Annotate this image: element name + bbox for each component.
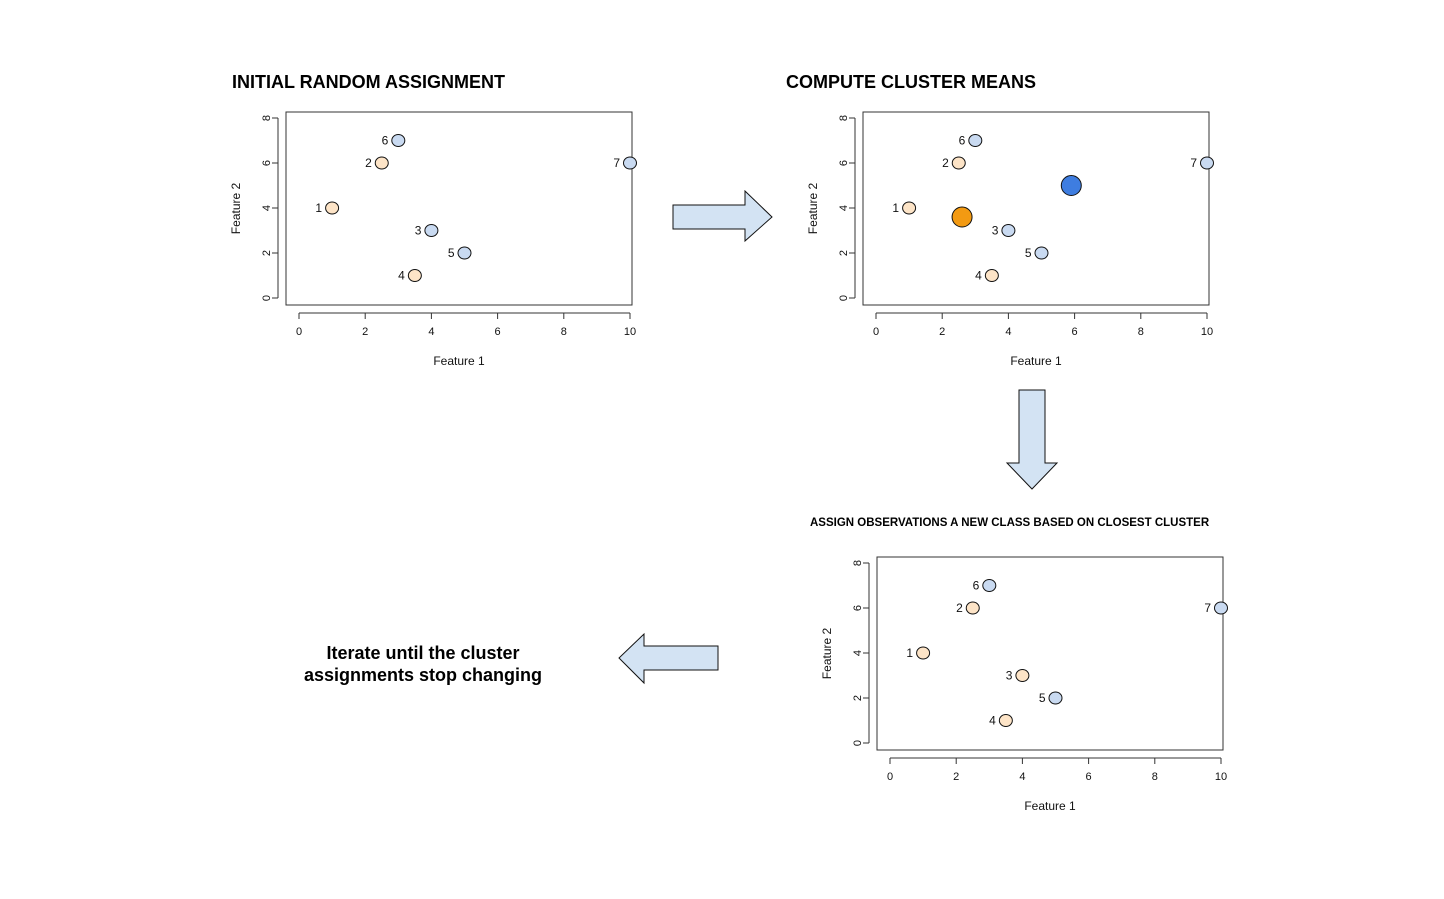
y-tick-label: 6 (852, 605, 864, 611)
plot-frame (862, 111, 1210, 306)
y-tick-label: 8 (852, 560, 864, 566)
arrow-right-icon (672, 190, 773, 243)
x-tick-label: 0 (887, 771, 893, 783)
data-point-label: 5 (448, 246, 455, 260)
y-tick-label: 4 (838, 205, 850, 211)
data-point-label: 1 (906, 646, 913, 660)
data-point-5 (1034, 246, 1049, 260)
arrow-left-icon (618, 632, 719, 685)
x-tick-label: 4 (1005, 326, 1011, 338)
data-point-7 (1200, 156, 1214, 170)
data-point-1 (325, 201, 340, 215)
x-tick-label: 10 (1215, 771, 1227, 783)
data-point-3 (424, 224, 439, 237)
data-point-6 (982, 579, 997, 592)
data-point-label: 7 (613, 156, 620, 170)
data-point-3 (1015, 669, 1030, 682)
y-axis-label: Feature 2 (229, 182, 243, 234)
x-tick-label: 8 (561, 326, 567, 338)
iterate-caption-line-2: assignments stop changing (303, 665, 543, 685)
x-tick-label: 2 (939, 326, 945, 338)
x-tick-label: 2 (953, 771, 959, 783)
data-point-label: 2 (365, 156, 372, 170)
y-tick-label: 0 (261, 295, 273, 301)
data-point-1 (902, 201, 917, 215)
data-point-1 (916, 646, 931, 660)
y-tick-label: 0 (838, 295, 850, 301)
x-tick-label: 2 (362, 326, 368, 338)
scatter-plot-initial: 0 2 4 6 8 10 0 2 4 6 8 Feature 1 Feature 2 1 2 3 4 5 6 7 (229, 111, 637, 368)
y-tick-label: 8 (261, 115, 273, 121)
x-tick-label: 0 (873, 326, 879, 338)
data-point-label: 6 (382, 134, 389, 148)
y-axis-label: Feature 2 (820, 627, 834, 679)
x-tick-label: 4 (428, 326, 434, 338)
data-point-label: 5 (1039, 691, 1046, 705)
y-axis-label: Feature 2 (806, 182, 820, 234)
x-tick-label: 6 (1086, 771, 1092, 783)
data-point-4 (407, 269, 422, 282)
data-point-2 (965, 601, 980, 615)
x-tick-label: 8 (1152, 771, 1158, 783)
y-tick-label: 2 (261, 250, 273, 256)
x-axis-label: Feature 1 (1010, 354, 1062, 368)
centroid-blue (1060, 175, 1082, 196)
x-tick-label: 6 (495, 326, 501, 338)
data-point-2 (374, 156, 389, 170)
x-tick-label: 0 (296, 326, 302, 338)
data-point-label: 6 (959, 134, 966, 148)
data-point-label: 2 (956, 601, 963, 615)
x-tick-label: 6 (1072, 326, 1078, 338)
panel-title-means: COMPUTE CLUSTER MEANS (786, 72, 1037, 92)
scatter-plot-reassign: 0 2 4 6 8 10 0 2 4 6 8 Feature 1 Feature 2 1 2 3 4 5 6 7 (820, 556, 1228, 813)
plot-frame (876, 556, 1224, 751)
data-point-label: 1 (892, 201, 899, 215)
data-point-label: 5 (1025, 246, 1032, 260)
centroid-orange (951, 206, 973, 228)
x-tick-label: 8 (1138, 326, 1144, 338)
data-point-3 (1001, 224, 1016, 237)
data-point-label: 3 (992, 224, 999, 238)
iterate-caption-line-1: Iterate until the cluster (326, 643, 520, 663)
y-tick-label: 0 (852, 740, 864, 746)
x-tick-label: 10 (624, 326, 636, 338)
data-point-label: 4 (398, 269, 405, 283)
data-point-label: 6 (973, 579, 980, 593)
data-point-label: 1 (315, 201, 322, 215)
iterate-caption: Iterate until the cluster assignments st… (273, 642, 573, 686)
arrow-down-icon (1005, 389, 1059, 490)
panel-title-reassign: ASSIGN OBSERVATIONS A NEW CLASS BASED ON… (810, 517, 1210, 529)
data-point-label: 2 (942, 156, 949, 170)
data-point-2 (951, 156, 966, 170)
y-tick-label: 6 (838, 160, 850, 166)
y-tick-label: 2 (838, 250, 850, 256)
data-point-label: 4 (989, 714, 996, 728)
data-point-7 (623, 156, 637, 170)
y-tick-label: 4 (852, 650, 864, 656)
y-tick-label: 4 (261, 205, 273, 211)
plot-frame (285, 111, 633, 306)
data-point-4 (998, 714, 1013, 727)
data-point-label: 3 (1006, 669, 1013, 683)
y-tick-label: 6 (261, 160, 273, 166)
data-point-5 (457, 246, 472, 260)
data-point-label: 7 (1190, 156, 1197, 170)
x-axis-label: Feature 1 (1024, 799, 1076, 813)
y-tick-label: 2 (852, 695, 864, 701)
data-point-5 (1048, 691, 1063, 705)
x-tick-label: 4 (1019, 771, 1025, 783)
y-tick-label: 8 (838, 115, 850, 121)
scatter-plot-means: 0 2 4 6 8 10 0 2 4 6 8 Feature 1 Feature 2 1 2 3 4 5 6 7 (806, 111, 1214, 368)
panel-title-initial: INITIAL RANDOM ASSIGNMENT (232, 72, 505, 92)
data-point-7 (1214, 601, 1228, 615)
data-point-label: 3 (415, 224, 422, 238)
data-point-4 (984, 269, 999, 282)
x-tick-label: 10 (1201, 326, 1213, 338)
data-point-label: 4 (975, 269, 982, 283)
data-point-label: 7 (1204, 601, 1211, 615)
x-axis-label: Feature 1 (433, 354, 485, 368)
data-point-6 (391, 134, 406, 147)
data-point-6 (968, 134, 983, 147)
